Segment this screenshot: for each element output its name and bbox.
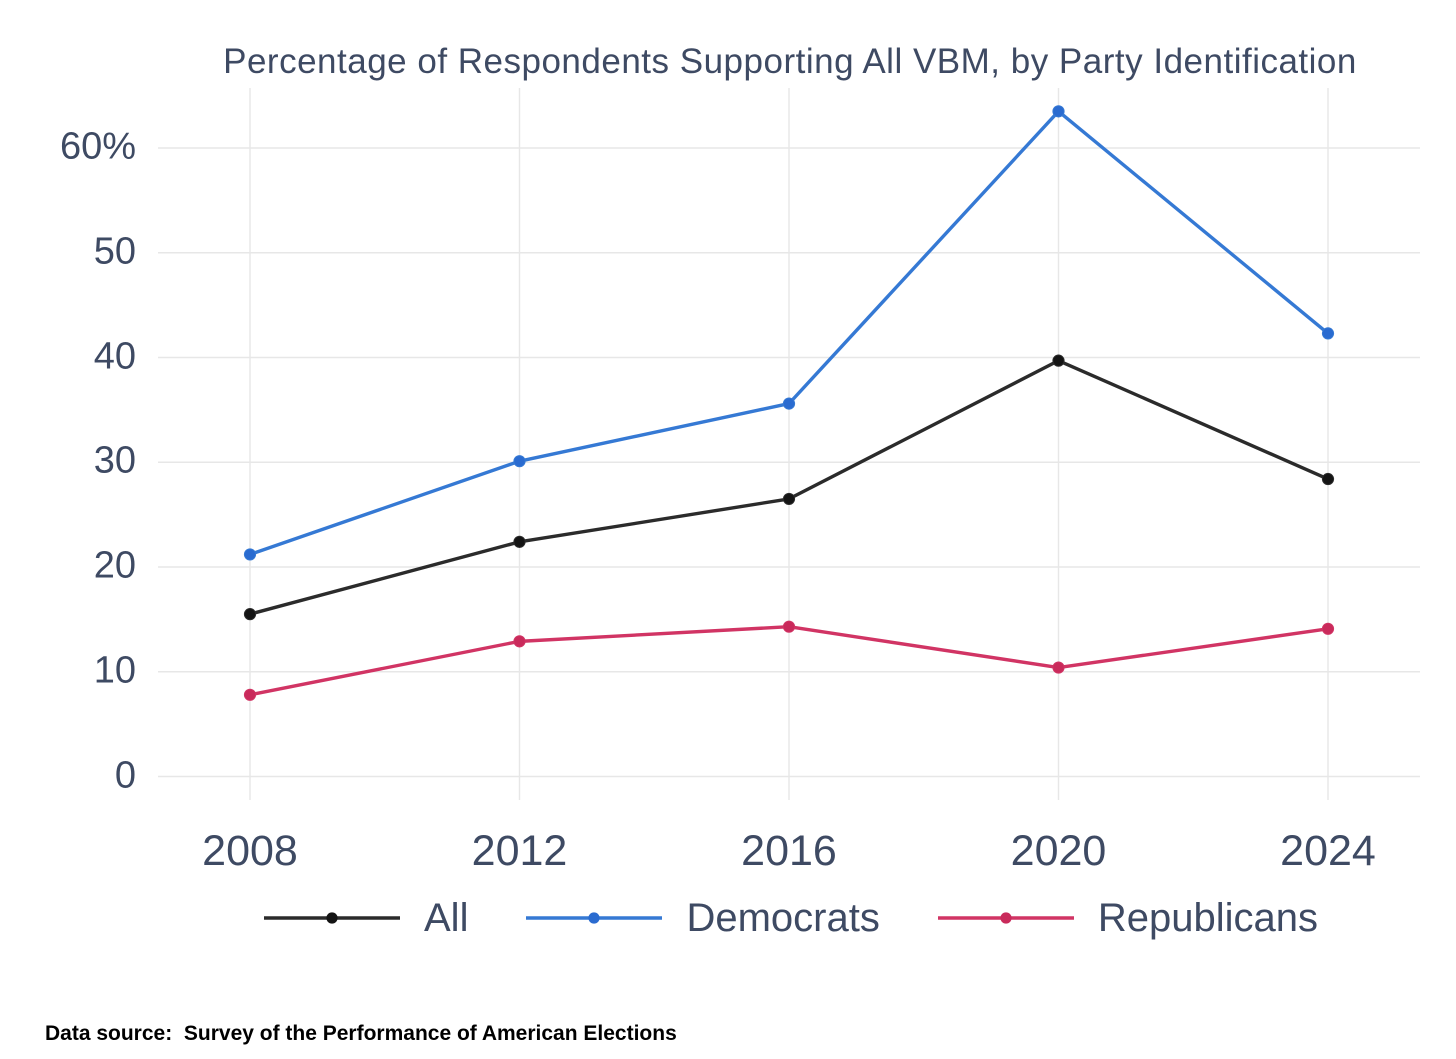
legend-label: Republicans [1097, 895, 1318, 940]
y-tick-label: 0 [114, 754, 136, 797]
y-tick-label: 60% [59, 125, 136, 168]
legend-line-sample-icon [264, 912, 400, 924]
x-tick-label: 2020 [1010, 827, 1107, 875]
chart-title: Percentage of Respondents Supporting All… [223, 42, 1357, 81]
x-tick-label: 2016 [741, 827, 837, 875]
x-tick-label: 2012 [471, 827, 568, 875]
data-point-all [513, 535, 526, 548]
data-point-democrats [243, 548, 257, 561]
data-point-democrats [1052, 105, 1065, 118]
x-tick-label: 2008 [202, 827, 298, 875]
y-tick-label: 20 [93, 544, 136, 587]
data-point-all [782, 492, 796, 506]
data-point-republicans [1052, 661, 1065, 674]
y-tick-label: 10 [93, 649, 136, 692]
data-point-all [1321, 472, 1335, 486]
data-point-all [243, 608, 257, 621]
data-point-republicans [1321, 622, 1335, 635]
legend-item-democrats: Democrats [524, 895, 880, 941]
y-tick-label: 40 [93, 335, 136, 378]
data-source-line: Data source: Survey of the Performance o… [45, 1022, 677, 1045]
data-point-republicans [782, 620, 796, 633]
legend-label: Democrats [686, 895, 880, 940]
x-tick-label: 2024 [1280, 827, 1376, 875]
data-point-republicans [513, 635, 526, 648]
data-point-democrats [1321, 327, 1335, 340]
legend-line-sample-icon [937, 912, 1074, 924]
source-note: Data source: Survey of the Performance o… [45, 966, 677, 1059]
legend-label: All [424, 895, 469, 940]
legend-line-sample-icon [526, 912, 663, 924]
y-tick-label: 50 [93, 230, 136, 273]
data-point-republicans [243, 688, 257, 701]
legend-item-republicans: Republicans [936, 896, 1318, 941]
legend-item-all: All [262, 896, 468, 941]
chart-legend: All Democrats Republicans [160, 893, 1420, 943]
y-tick-label: 30 [93, 439, 136, 482]
data-point-all [1052, 354, 1065, 367]
data-point-democrats [513, 455, 526, 468]
data-point-democrats [782, 397, 796, 410]
